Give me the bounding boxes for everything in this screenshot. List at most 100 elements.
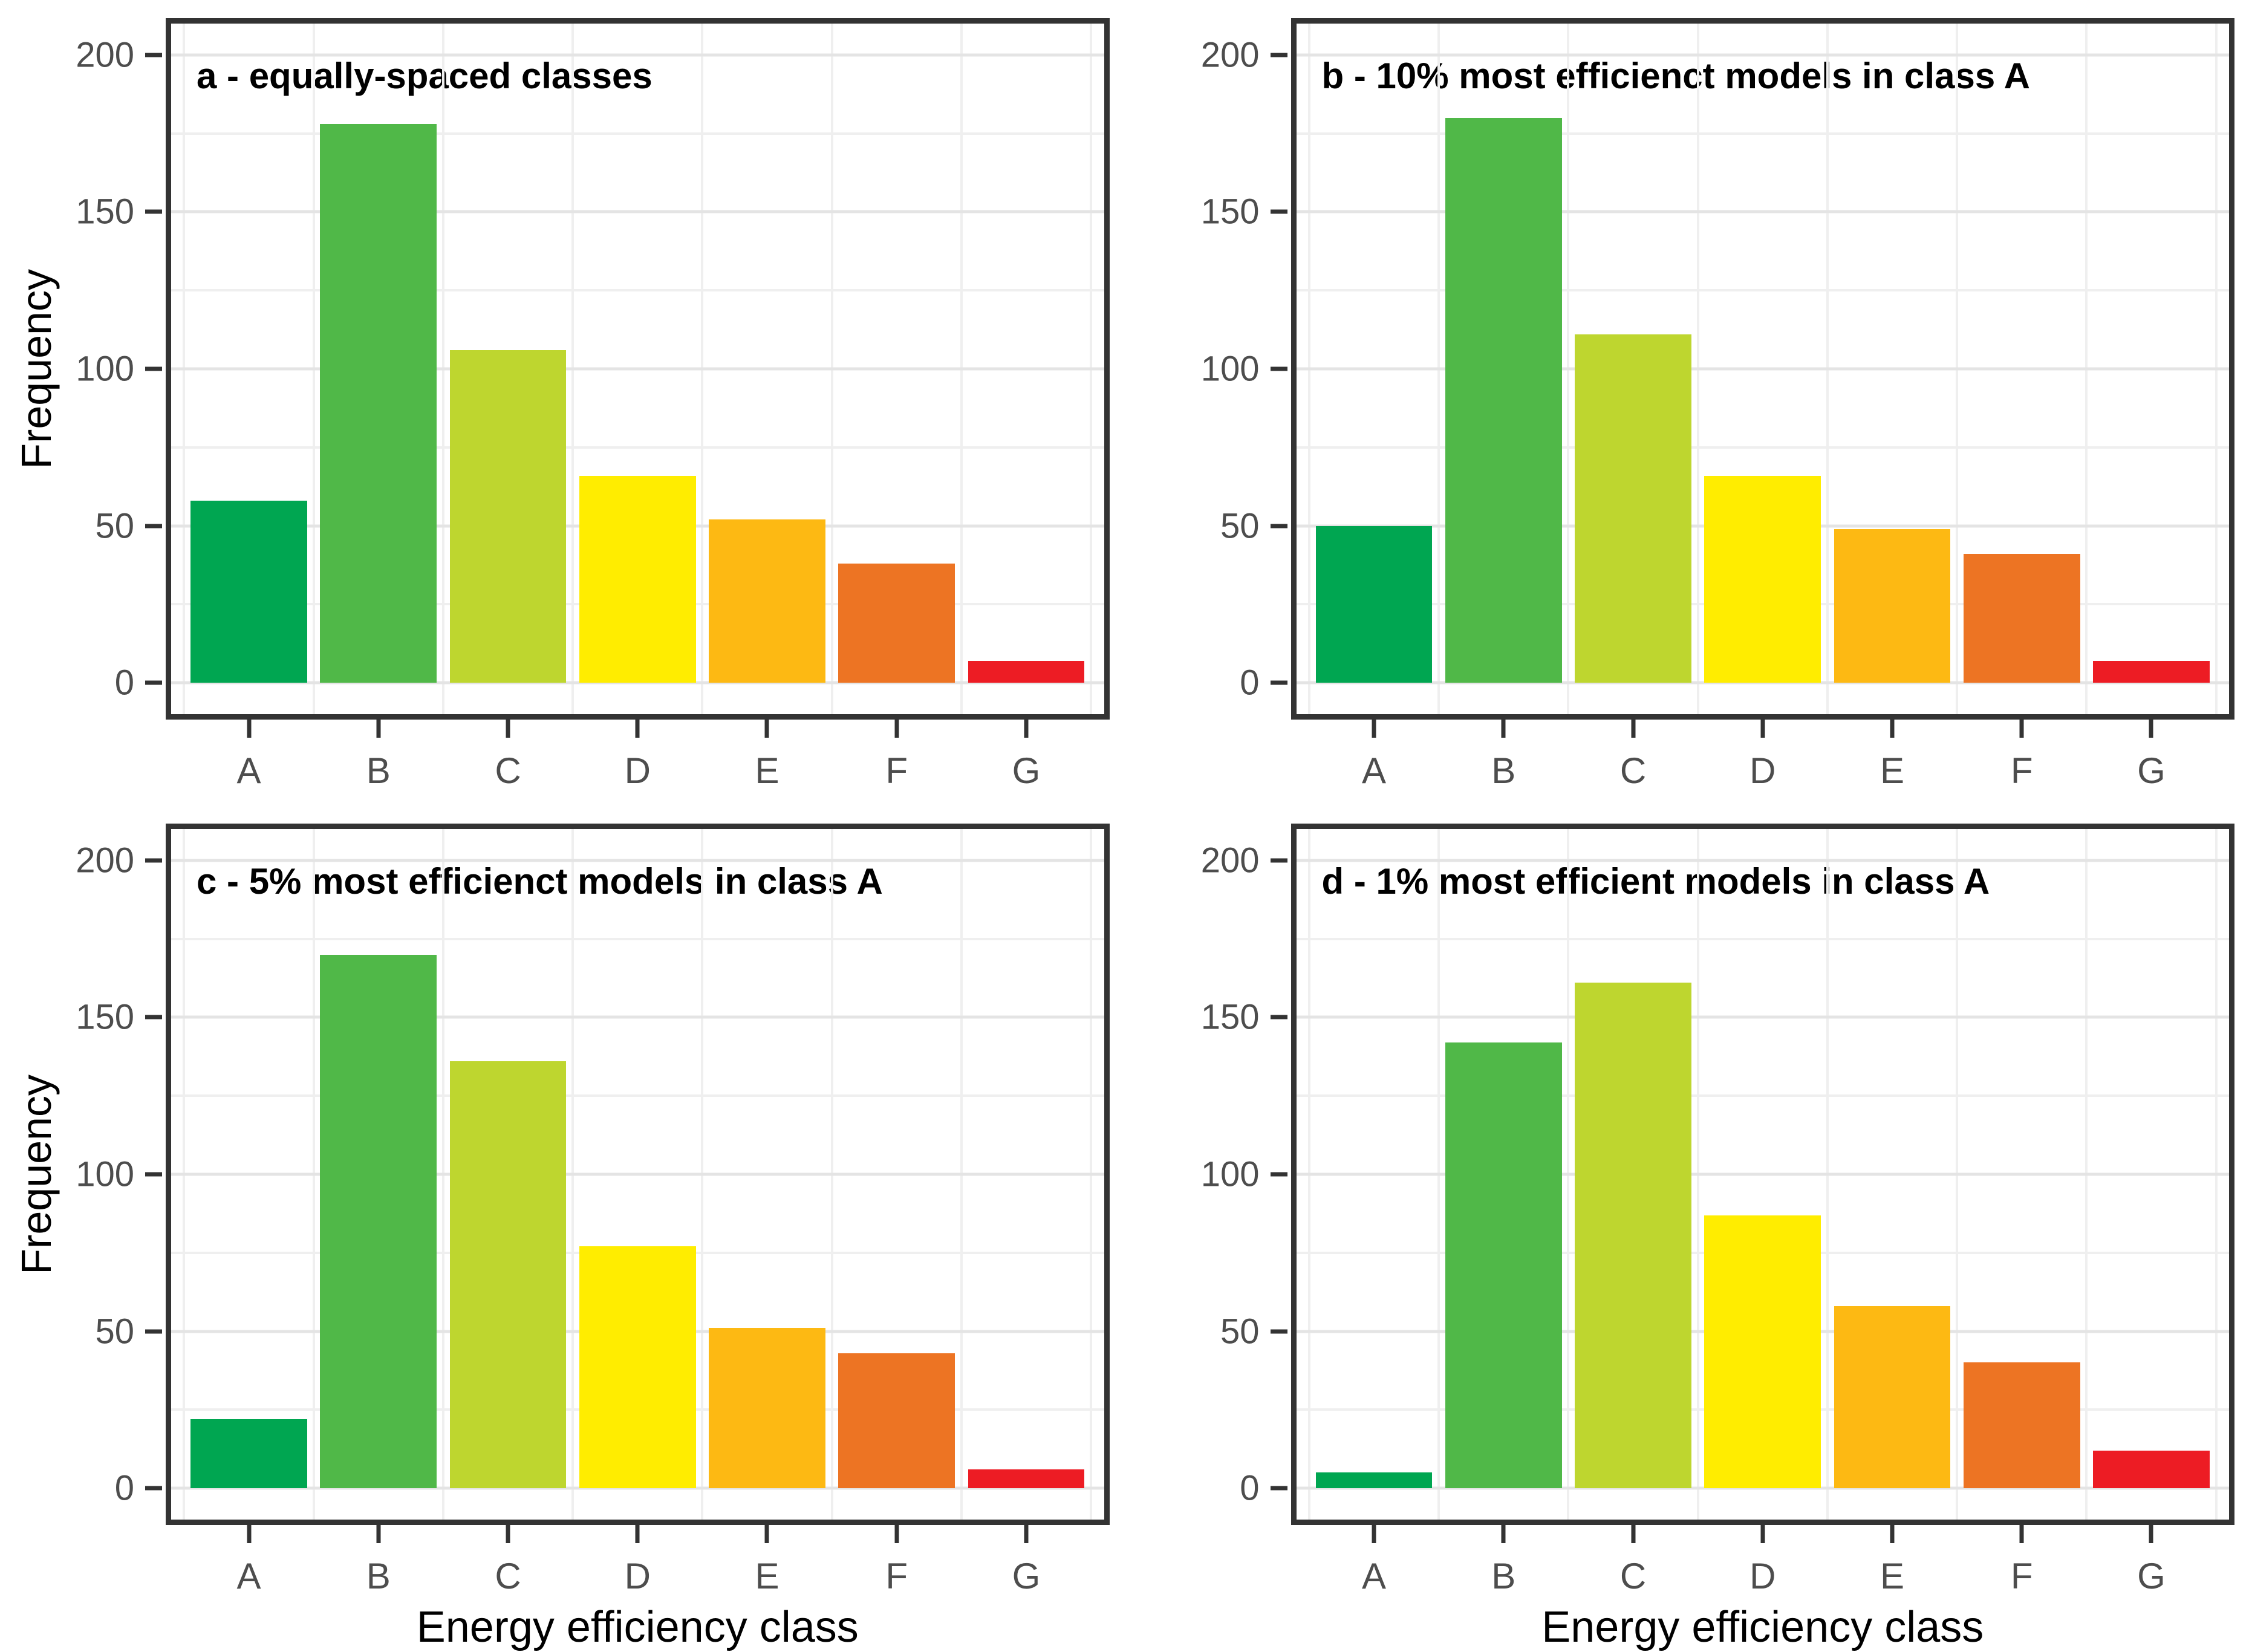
bar-G (2093, 660, 2210, 683)
y-tick-mark (145, 1172, 162, 1177)
bar-D (579, 475, 696, 683)
panel-d-cell: 0 50 100 150 200 d - 1% most efficient model… (1134, 824, 2235, 1652)
x-tick-label-F: F (2010, 1556, 2033, 1596)
y-tick-labels: 0 50 100 150 200 (64, 824, 166, 1525)
panel-title: d - 1% most efficient models in class A (1321, 861, 1990, 902)
gridline-major (1296, 210, 2229, 213)
x-tick-label-D: D (624, 750, 651, 791)
y-tick-label: 50 (1220, 506, 1260, 546)
plot-panel: a - equally-spaced classes (166, 18, 1110, 720)
x-tick-label-C: C (495, 750, 521, 791)
bar-A (1315, 525, 1433, 683)
x-tick-label-E: E (1880, 750, 1904, 791)
x-tick-mark (635, 720, 640, 738)
y-tick-label: 0 (114, 1468, 134, 1508)
y-tick-mark (145, 366, 162, 371)
plot-column: b - 10% most efficienct models in class … (1290, 18, 2235, 797)
gridline-major (1296, 1015, 2229, 1019)
y-tick-label: 50 (1220, 1312, 1260, 1351)
y-tick-label: 200 (1200, 35, 1260, 75)
x-tick-label-G: G (2137, 750, 2166, 791)
x-tick-marks (166, 1525, 1110, 1547)
x-axis-title: Energy efficiency class (416, 1603, 859, 1651)
x-tick-label-A: A (236, 750, 261, 791)
gridline-major (1296, 53, 2229, 57)
y-axis-title: Frequency (13, 268, 60, 469)
y-tick-label: 0 (1240, 1468, 1260, 1508)
y-tick-mark (145, 680, 162, 685)
y-axis-title-column (1134, 824, 1190, 1525)
panel-b-cell: 0 50 100 150 200 b - 10% most efficienct mod… (1134, 18, 2235, 797)
gridline-major (171, 53, 1104, 57)
x-tick-label-A: A (1362, 750, 1387, 791)
y-tick-labels: 0 50 100 150 200 (64, 18, 166, 720)
x-tick-mark (1890, 720, 1895, 738)
chart-row: 0 50 100 150 200 d - 1% most efficient model… (1134, 824, 2235, 1652)
x-tick-label-F: F (885, 750, 908, 791)
y-tick-mark (1270, 1329, 1287, 1334)
x-tick-mark (506, 720, 510, 738)
chart-row: Frequency 0 50 100 150 200 a - equally-space… (8, 18, 1110, 797)
y-axis-title-column (1134, 18, 1190, 720)
x-tick-mark (764, 1525, 769, 1543)
x-tick-marks (1291, 720, 2235, 741)
y-tick-mark (1270, 680, 1287, 685)
x-tick-mark (2149, 720, 2153, 738)
x-tick-mark (1024, 720, 1029, 738)
bar-A (1315, 1472, 1433, 1489)
gridline-major (1296, 1172, 2229, 1176)
bar-G (2093, 1450, 2210, 1489)
x-tick-label-F: F (885, 1556, 908, 1596)
plot-column: a - equally-spaced classes A B C D E F G (166, 18, 1110, 797)
y-tick-mark (1270, 209, 1287, 214)
y-tick-label: 150 (76, 192, 134, 232)
x-tick-label-B: B (366, 1556, 391, 1596)
plot-column: c - 5% most efficienct models in class A… (166, 824, 1110, 1652)
bar-B (1445, 1042, 1562, 1489)
chart-row: 0 50 100 150 200 b - 10% most efficienct mod… (1134, 18, 2235, 797)
x-tick-mark (2019, 720, 2024, 738)
y-tick-mark (145, 1329, 162, 1334)
x-tick-label-B: B (366, 750, 391, 791)
x-tick-mark (894, 720, 899, 738)
y-tick-mark (145, 858, 162, 863)
panel-title: b - 10% most efficienct models in class … (1321, 56, 2030, 96)
x-tick-mark (1760, 720, 1765, 738)
x-tick-label-G: G (1012, 750, 1041, 791)
gridline-major (171, 1172, 1104, 1176)
x-tick-mark (1890, 1525, 1895, 1543)
x-tick-labels: A B C D E F G (1291, 741, 2235, 792)
y-tick-mark (145, 209, 162, 214)
y-tick-label: 50 (95, 506, 134, 546)
figure-energy-efficiency-histograms: Frequency 0 50 100 150 200 a - equally-space… (8, 18, 2235, 1651)
y-tick-label: 150 (76, 997, 134, 1037)
bar-B (320, 954, 437, 1489)
x-tick-mark (764, 720, 769, 738)
gridline-minor (171, 289, 1104, 292)
x-tick-marks (1291, 1525, 2235, 1547)
y-tick-label: 200 (76, 35, 134, 75)
bar-C (449, 1061, 567, 1489)
x-axis-title: Energy efficiency class (1541, 1603, 1984, 1651)
y-tick-mark (1270, 858, 1287, 863)
x-tick-label-D: D (1749, 1556, 1776, 1596)
gridline-minor (171, 446, 1104, 449)
bar-E (709, 519, 825, 683)
plot-panel: c - 5% most efficienct models in class A (166, 824, 1110, 1525)
gridline-major (171, 367, 1104, 371)
bar-B (320, 124, 437, 683)
y-tick-mark (145, 1486, 162, 1491)
plot-panel: d - 1% most efficient models in class A (1290, 824, 2234, 1525)
panel-title: c - 5% most efficienct models in class A (197, 861, 883, 902)
bar-D (1704, 475, 1821, 683)
y-tick-mark (145, 524, 162, 528)
x-tick-label-A: A (236, 1556, 261, 1596)
bar-C (1575, 983, 1691, 1489)
x-tick-label-B: B (1491, 1556, 1516, 1596)
x-tick-mark (1501, 1525, 1506, 1543)
bar-G (968, 660, 1085, 683)
x-tick-label-D: D (1749, 750, 1776, 791)
x-tick-mark (247, 1525, 252, 1543)
panel-title: a - equally-spaced classes (197, 56, 653, 96)
x-tick-mark (376, 720, 381, 738)
